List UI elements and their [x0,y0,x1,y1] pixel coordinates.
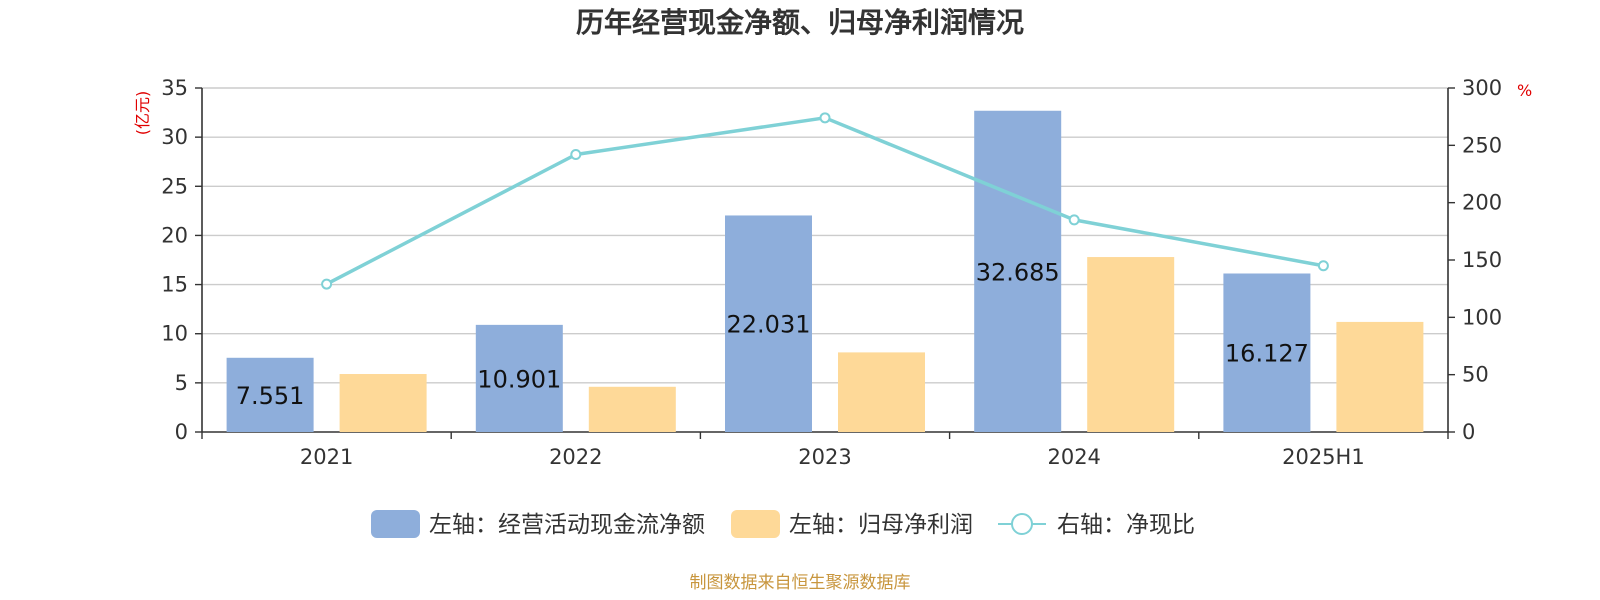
legend[interactable]: 左轴：经营活动现金流净额 左轴：归母净利润 右轴：净现比 [371,510,1195,538]
net-profit-bar [339,374,427,432]
legend-label: 左轴：经营活动现金流净额 [429,512,705,538]
data-labels: 7.551 10.901 22.031 32.685 16.127 [236,258,1309,410]
net-profit-bar [1336,321,1424,432]
legend-item-net-profit[interactable]: 左轴：归母净利润 [731,510,973,538]
x-axis-tick-label: 2021 [300,445,353,469]
line-series [321,112,1329,290]
x-axis-tick-label: 2024 [1047,445,1100,469]
bars [226,110,1424,432]
cash-flow-bar [974,110,1062,432]
cash-flow-data-label: 22.031 [727,311,811,339]
cash-flow-data-label: 32.685 [976,258,1060,286]
legend-swatch-marker [1011,513,1033,535]
chart-title: 历年经营现金净额、归母净利润情况 [576,6,1024,39]
right-axis-tick-label: 50 [1462,363,1489,387]
left-axis-tick-label: 5 [175,371,188,395]
net-cash-ratio-point [1317,260,1329,272]
x-axis-tick-label: 2023 [798,445,851,469]
legend-label: 左轴：归母净利润 [789,512,973,538]
net-profit-bar [588,386,676,432]
grid-lines [202,87,1448,384]
net-profit-bar [838,352,925,432]
left-axis-tick-label: 30 [161,125,188,149]
source-note: 制图数据来自恒生聚源数据库 [690,573,911,593]
right-axis-tick-label: 0 [1462,420,1475,444]
left-axis-tick-label: 0 [175,420,188,444]
net-cash-ratio-point [819,112,831,124]
right-axis-tick-label: 250 [1462,133,1502,157]
left-axis-tick-label: 10 [161,322,188,346]
cash-flow-bar [1223,273,1311,432]
legend-swatch [371,510,420,538]
legend-swatch [731,510,780,538]
x-axis-tick-label: 2025H1 [1282,445,1365,469]
net-profit-bar [1087,257,1175,432]
net-cash-ratio-point [1068,214,1080,226]
left-axis-tick-label: 20 [161,223,188,247]
legend-item-net-cash-ratio[interactable]: 右轴：净现比 [998,512,1195,538]
cash-flow-bar [725,215,812,432]
cash-flow-data-label: 7.551 [236,382,305,410]
legend-item-cash-flow[interactable]: 左轴：经营活动现金流净额 [371,510,705,538]
cash-flow-data-label: 16.127 [1225,340,1309,368]
right-axis-tick-label: 200 [1462,191,1502,215]
cash-flow-bar [475,324,563,432]
cash-flow-data-label: 10.901 [477,365,561,393]
net-cash-ratio-point [321,278,333,290]
x-axis-tick-label: 2022 [549,445,602,469]
cash-flow-bar [226,357,314,432]
axes: 0 5 10 15 20 25 30 35 0 50 100 150 200 250 300 2021 2022… [161,76,1502,469]
left-axis-tick-label: 35 [161,76,188,100]
net-cash-ratio-point [570,149,582,161]
right-axis-tick-label: 150 [1462,248,1502,272]
left-axis-tick-label: 25 [161,174,188,198]
left-axis-unit: (亿元) [133,91,152,136]
right-axis-tick-label: 300 [1462,76,1502,100]
right-axis-tick-label: 100 [1462,305,1502,329]
left-axis-tick-label: 15 [161,273,188,297]
right-axis-unit: % [1517,81,1532,100]
legend-label: 右轴：净现比 [1057,512,1195,538]
